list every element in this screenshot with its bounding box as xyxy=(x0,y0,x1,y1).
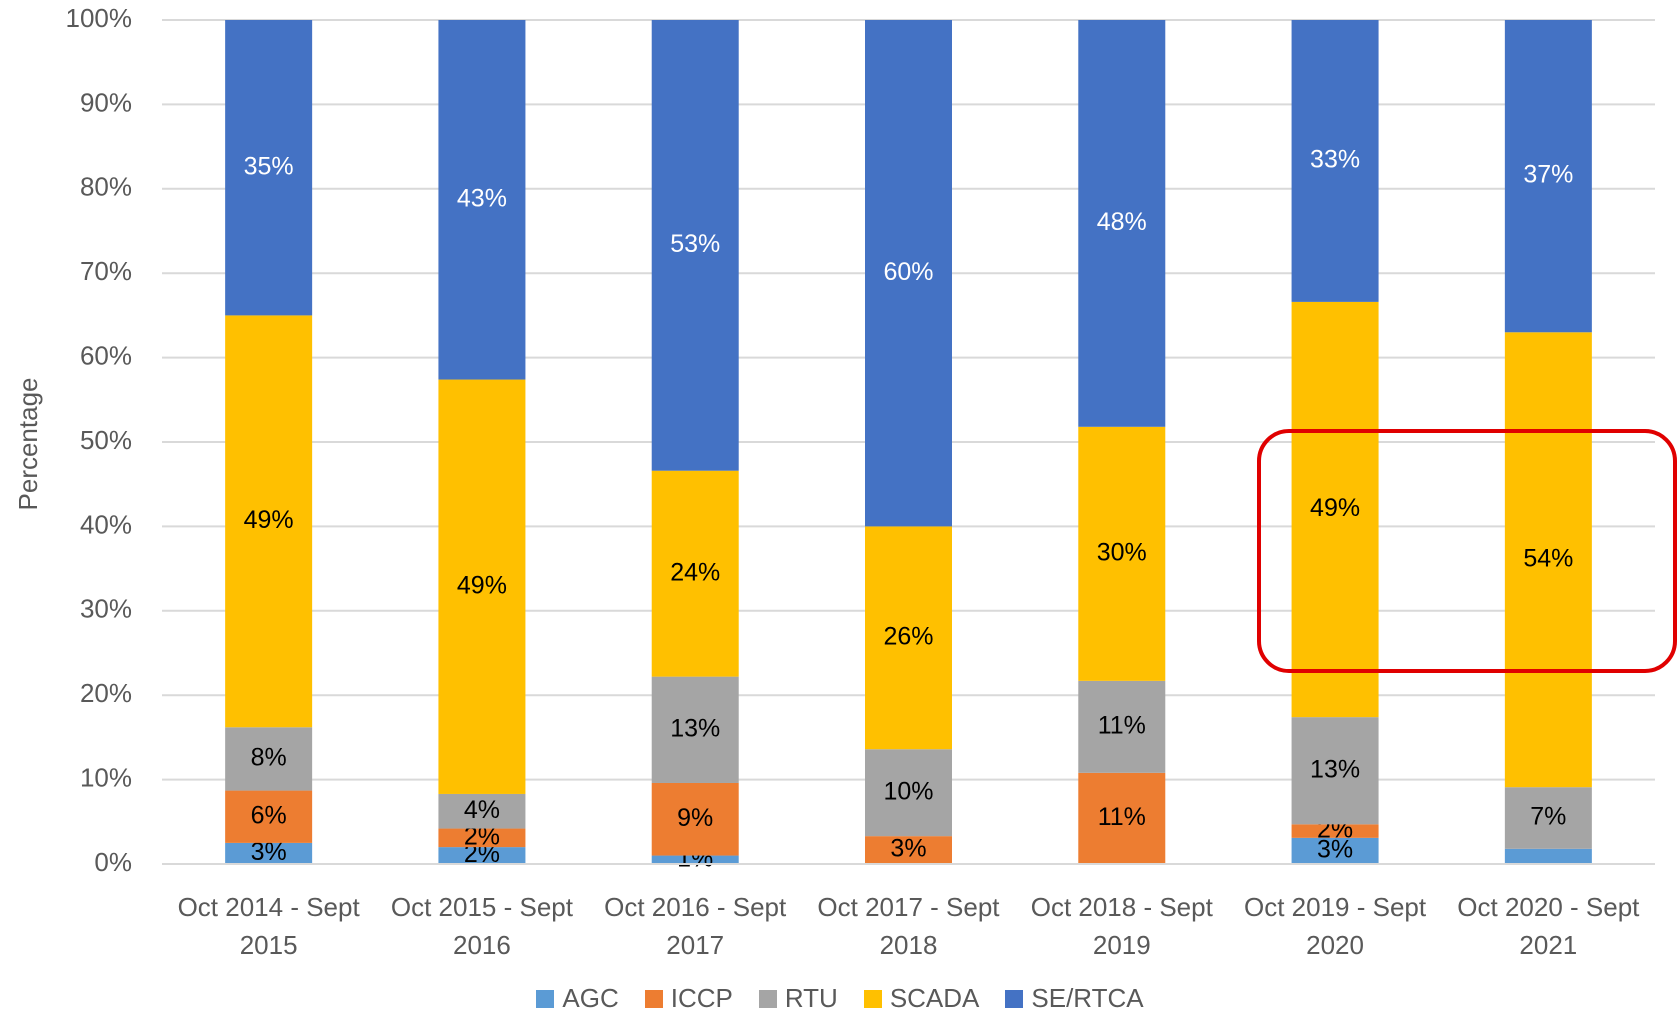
data-label: 10% xyxy=(883,777,933,805)
legend-item: RTU xyxy=(758,983,838,1014)
bar-segment xyxy=(438,828,526,848)
bar-segment xyxy=(1078,772,1166,864)
bar-segment xyxy=(865,526,952,750)
legend-item: SE/RTCA xyxy=(1005,983,1144,1014)
data-label: 54% xyxy=(1523,544,1573,572)
legend-swatch xyxy=(1005,989,1024,1008)
bar-segment xyxy=(225,790,313,843)
data-label: 3% xyxy=(1317,836,1353,864)
data-label: 60% xyxy=(883,258,933,286)
y-tick-label: 80% xyxy=(80,172,132,202)
bar-segment xyxy=(865,20,952,527)
data-label: 11% xyxy=(1098,711,1146,739)
bar-segment xyxy=(438,793,526,829)
y-tick-label: 50% xyxy=(80,425,132,455)
bar-segment xyxy=(1504,848,1592,864)
bar-segment xyxy=(225,842,313,864)
x-tick-label: Oct 2020 - Sept 2021 xyxy=(1457,892,1640,960)
highlight-box xyxy=(1257,429,1677,673)
bar-segment xyxy=(225,727,313,791)
bar-segment xyxy=(1291,837,1379,864)
data-label: 4% xyxy=(464,796,500,824)
bar-segment xyxy=(225,20,313,316)
legend-swatch xyxy=(536,989,555,1008)
bar-segment xyxy=(651,20,739,471)
bar-segment xyxy=(1291,717,1379,825)
y-tick-label: 30% xyxy=(80,594,132,624)
y-tick-label: 60% xyxy=(80,340,132,370)
data-label: 9% xyxy=(677,804,713,832)
bar-segment xyxy=(1078,20,1166,427)
data-label: 3% xyxy=(890,835,926,863)
y-tick-label: 20% xyxy=(80,678,132,708)
data-label: 30% xyxy=(1097,538,1147,566)
bar-segment xyxy=(1291,20,1379,302)
data-label: 26% xyxy=(883,622,933,650)
bar-segment xyxy=(651,676,739,783)
bar-segment xyxy=(865,749,952,837)
bar-segment xyxy=(438,847,526,864)
legend-label: RTU xyxy=(784,983,838,1013)
data-label: 33% xyxy=(1310,146,1360,174)
bar-segment xyxy=(865,836,952,864)
data-label: 48% xyxy=(1097,208,1147,236)
bar-segment xyxy=(1291,824,1379,838)
y-tick-label: 100% xyxy=(66,3,133,33)
x-tick-label: Oct 2016 - Sept 2017 xyxy=(604,892,787,960)
x-tick-label: Oct 2018 - Sept 2019 xyxy=(1030,892,1213,960)
bar-segment xyxy=(225,315,313,728)
y-tick-label: 90% xyxy=(80,87,132,117)
data-label: 8% xyxy=(251,744,287,772)
legend-swatch xyxy=(863,989,882,1008)
data-label: 24% xyxy=(670,558,720,586)
x-tick-label: Oct 2019 - Sept 2020 xyxy=(1244,892,1427,960)
data-label: 49% xyxy=(457,571,507,599)
data-label: 43% xyxy=(457,184,507,212)
bar-segment xyxy=(1504,20,1592,333)
bar-segment xyxy=(651,855,739,864)
legend-swatch xyxy=(758,989,777,1008)
data-label: 49% xyxy=(244,506,294,534)
legend-label: SE/RTCA xyxy=(1031,983,1144,1013)
legend-swatch xyxy=(644,989,663,1008)
bar-segment xyxy=(1078,426,1166,681)
bar-segment xyxy=(438,20,526,380)
bar-segment xyxy=(651,470,739,677)
y-tick-label: 0% xyxy=(94,847,132,877)
legend-item: AGC xyxy=(536,983,619,1014)
y-tick-label: 40% xyxy=(80,509,132,539)
legend-label: ICCP xyxy=(670,983,733,1013)
data-label: 11% xyxy=(1098,803,1146,831)
legend-item: SCADA xyxy=(863,983,980,1014)
legend: AGC ICCP RTU SCADA SE/RTCA xyxy=(0,983,1680,1014)
data-label: 7% xyxy=(1530,803,1566,831)
y-tick-label: 70% xyxy=(80,256,132,286)
data-label: 6% xyxy=(251,801,287,829)
bar-segment xyxy=(1078,680,1166,773)
data-label: 13% xyxy=(670,714,720,742)
x-tick-label: Oct 2017 - Sept 2018 xyxy=(817,892,1000,960)
x-tick-label: Oct 2015 - Sept 2016 xyxy=(390,892,573,960)
bar-segment xyxy=(1504,332,1592,788)
data-label: 53% xyxy=(670,230,720,258)
data-label: 37% xyxy=(1523,161,1573,189)
bar-segment xyxy=(651,782,739,856)
legend-label: SCADA xyxy=(889,983,980,1013)
data-label: 13% xyxy=(1310,755,1360,783)
bar-segment xyxy=(438,379,526,794)
bar-segment xyxy=(1504,787,1592,849)
y-axis-label: Percentage xyxy=(13,378,43,511)
legend-label: AGC xyxy=(562,983,619,1013)
data-label: 35% xyxy=(244,152,294,180)
x-tick-label: Oct 2014 - Sept 2015 xyxy=(177,892,360,960)
y-tick-label: 10% xyxy=(80,762,132,792)
data-label: 49% xyxy=(1310,494,1360,522)
bar-segment xyxy=(1291,301,1379,718)
legend-item: ICCP xyxy=(644,983,733,1014)
